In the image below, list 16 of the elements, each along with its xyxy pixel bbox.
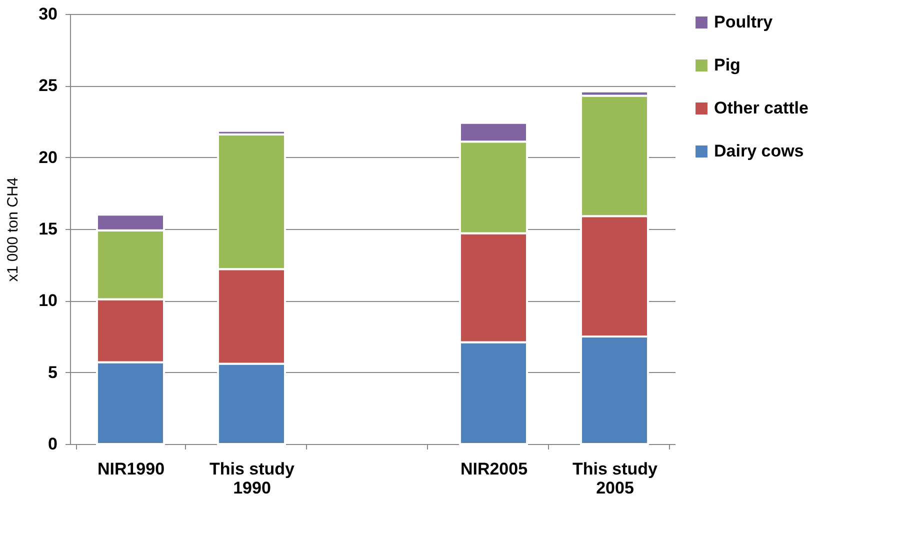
y-tick-label: 5 (48, 362, 58, 382)
legend-label: Dairy cows (714, 142, 804, 160)
y-tick-label: 20 (38, 148, 58, 167)
legend-label: Poultry (714, 12, 774, 32)
y-axis-title: x1 000 ton CH4 (4, 177, 22, 282)
y-tick-label: 0 (48, 434, 58, 454)
legend-label: Other cattle (714, 98, 808, 118)
x-tick-label: NIR1990 (97, 460, 165, 478)
x-tick-label: NIR2005 (460, 460, 528, 478)
x-tick-label: This study 1990 (209, 460, 296, 498)
y-tick-label: 10 (38, 291, 58, 310)
y-tick-label: 25 (38, 76, 58, 96)
y-tick-label: 15 (38, 220, 58, 238)
y-tick-label: 30 (38, 4, 58, 24)
legend-label: Pig (714, 56, 740, 74)
x-tick-label: This study 2005 (572, 460, 658, 498)
